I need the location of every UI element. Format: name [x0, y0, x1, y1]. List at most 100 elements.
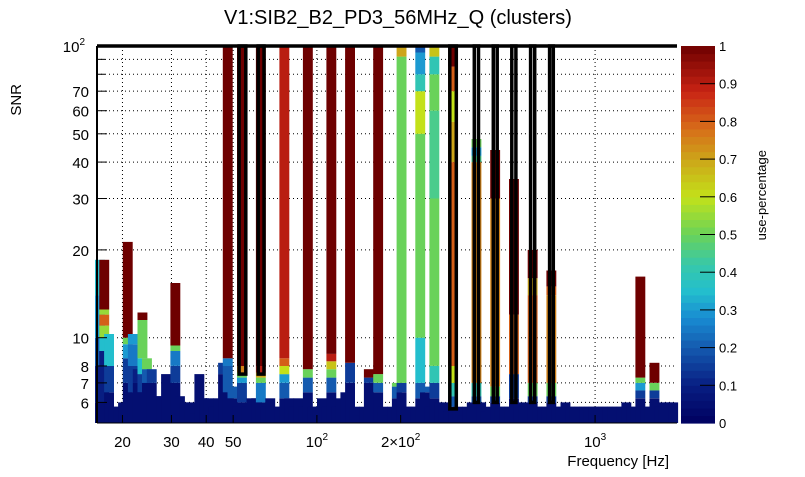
- bin-cell: [429, 382, 440, 399]
- bin-cell: [326, 353, 337, 362]
- bin-cell: [142, 358, 152, 370]
- bin-cell: [222, 366, 233, 393]
- bin-cell: [546, 382, 557, 397]
- bin-cell: [420, 386, 430, 393]
- bin-cell: [448, 366, 458, 383]
- colorbar-swatch: [681, 249, 715, 258]
- bin-cell: [471, 155, 482, 163]
- bin-cell: [546, 295, 557, 383]
- colorbar-swatch: [681, 106, 715, 115]
- bin-cell: [363, 377, 374, 383]
- bin-cell: [279, 358, 290, 366]
- bin-cell: [122, 382, 133, 423]
- bin-cell: [448, 382, 458, 397]
- bin-cell: [527, 396, 538, 403]
- bin-cell: [137, 320, 148, 359]
- bin-cell: [448, 162, 458, 366]
- bin-cell: [302, 369, 313, 378]
- bin-cell: [373, 46, 384, 375]
- bin-cell: [635, 390, 646, 399]
- bin-cell: [527, 249, 538, 279]
- colorbar-tick-label: 0.4: [719, 265, 737, 280]
- colorbar-swatch: [681, 181, 715, 190]
- bin-cell: [429, 46, 440, 57]
- bin-cell: [490, 198, 501, 387]
- bin-cell: [127, 344, 138, 366]
- bin-cell: [635, 276, 646, 378]
- bin-cell: [302, 46, 313, 370]
- bin-cell: [326, 377, 337, 393]
- bin-cell: [649, 382, 660, 391]
- colorbar-swatch: [681, 294, 715, 303]
- colorbar-swatch: [681, 136, 715, 145]
- bin-cell: [255, 377, 266, 383]
- bin-cell: [279, 46, 290, 359]
- y-tick-label: 7: [81, 376, 89, 393]
- bin-cell: [170, 283, 181, 346]
- colorbar-swatch: [681, 347, 715, 356]
- bin-cell: [222, 46, 233, 359]
- bin-cell: [122, 241, 133, 338]
- bin-cell: [429, 366, 440, 383]
- bin-cell: [471, 139, 482, 148]
- bin-cell: [146, 369, 157, 383]
- colorbar-swatch: [681, 370, 715, 379]
- colorbar-swatch: [681, 113, 715, 122]
- y-axis-label: SNR: [8, 84, 25, 116]
- x-tick-label: 103: [584, 432, 607, 451]
- bin-cell: [255, 366, 266, 373]
- colorbar-swatch: [681, 196, 715, 205]
- bin-cell: [635, 377, 646, 383]
- bin-cell: [255, 382, 266, 403]
- colorbar-swatch: [681, 309, 715, 318]
- colorbar-swatch: [681, 242, 715, 251]
- x-tick-label: 30: [163, 434, 180, 451]
- colorbar-swatch: [681, 415, 715, 424]
- colorbar-swatch: [681, 204, 715, 213]
- y-tick-label: 6: [81, 395, 89, 412]
- bin-cell: [99, 259, 110, 310]
- colorbar-tick-label: 0.7: [719, 152, 737, 167]
- colorbar-label: use-percentage: [754, 150, 769, 240]
- colorbar-swatch: [681, 392, 715, 401]
- colorbar-swatch: [681, 144, 715, 153]
- colorbar-swatch: [681, 151, 715, 160]
- colorbar-swatch: [681, 68, 715, 77]
- colorbar-swatch: [681, 166, 715, 175]
- x-axis-label: Frequency [Hz]: [567, 453, 669, 470]
- bin-cell: [490, 150, 501, 199]
- bin-cell: [279, 366, 290, 375]
- bin-cell: [326, 361, 337, 370]
- colorbar-swatch: [681, 211, 715, 220]
- plot-background: [97, 46, 677, 423]
- colorbar-swatch: [681, 377, 715, 386]
- bin-cell: [99, 325, 110, 338]
- bin-cell: [373, 382, 384, 393]
- bin-cell: [349, 406, 360, 423]
- colorbar-swatch: [681, 340, 715, 349]
- colorbar-swatch: [681, 272, 715, 281]
- bin-cell: [429, 198, 440, 366]
- colorbar-swatch: [681, 46, 715, 55]
- bin-cell: [170, 345, 181, 351]
- colorbar-tick-label: 0.2: [719, 341, 737, 356]
- bin-cell: [279, 382, 290, 399]
- bin-cell: [471, 396, 482, 403]
- colorbar-tick-label: 0.6: [719, 190, 737, 205]
- bin-cell: [471, 147, 482, 156]
- bin-cell: [237, 46, 247, 366]
- bin-cell: [345, 382, 355, 423]
- x-tick-label: 20: [114, 434, 131, 451]
- bin-cell: [448, 396, 458, 407]
- bin-cell: [302, 377, 313, 393]
- colorbar-swatch: [681, 264, 715, 273]
- colorbar-tick-label: 0: [719, 416, 726, 431]
- colorbar-swatch: [681, 355, 715, 364]
- bin-cell: [509, 179, 519, 315]
- bin-cell: [137, 312, 148, 320]
- bin-cell: [546, 396, 557, 403]
- bin-cell: [415, 46, 426, 53]
- colorbar-swatch: [681, 76, 715, 85]
- colorbar-swatch: [681, 362, 715, 371]
